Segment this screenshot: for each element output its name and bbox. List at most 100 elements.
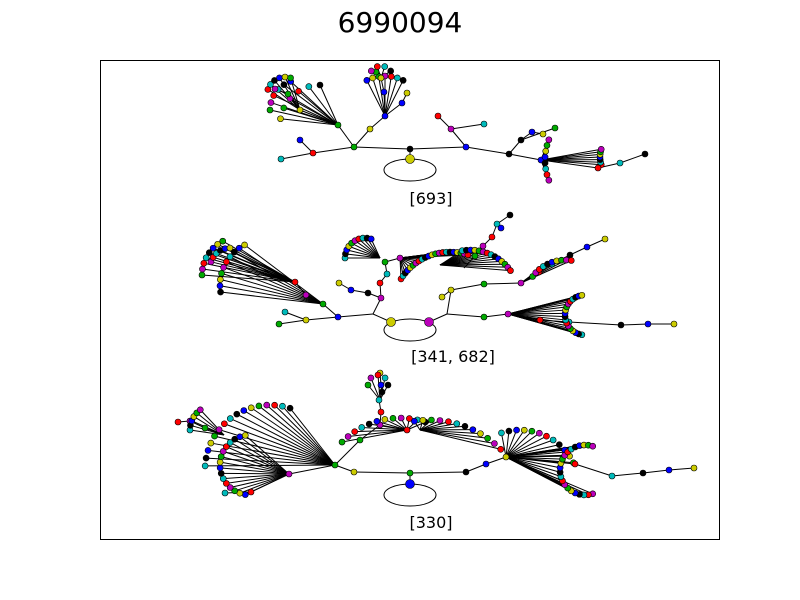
tree-edge xyxy=(450,128,467,148)
tree-edge xyxy=(308,86,339,126)
tree-edge xyxy=(354,429,408,433)
figure-title: 6990094 xyxy=(337,6,463,39)
tree-edge xyxy=(520,260,572,284)
tree-node xyxy=(670,320,678,328)
loops-layer xyxy=(383,158,437,507)
tree-edge xyxy=(244,434,290,475)
tree-node xyxy=(477,430,484,437)
tree-edge xyxy=(236,413,336,466)
tree-edge xyxy=(348,245,381,259)
tree-edge xyxy=(220,461,290,475)
tree-edge xyxy=(337,313,374,318)
tree-node xyxy=(287,74,294,82)
tree-edge xyxy=(419,429,495,444)
tree-edge xyxy=(224,423,336,466)
tree-node xyxy=(209,244,217,252)
tree-edge xyxy=(505,456,561,473)
tree-node xyxy=(305,83,313,90)
tree-node xyxy=(367,235,375,243)
tree-node xyxy=(217,470,225,477)
tree-node xyxy=(375,396,383,404)
tree-edge xyxy=(419,421,449,431)
tree-node xyxy=(217,288,224,296)
tree-edge xyxy=(348,429,408,438)
tree-edge xyxy=(278,319,307,325)
tree-node xyxy=(445,418,452,426)
tree-edge xyxy=(219,285,324,305)
tree-node xyxy=(296,136,304,144)
tree-node xyxy=(263,401,271,409)
tree-node xyxy=(271,401,278,409)
tree-node xyxy=(480,313,488,321)
nodes-layer xyxy=(174,63,698,499)
tree-node xyxy=(296,106,304,114)
tree-node xyxy=(309,149,317,157)
tree-node xyxy=(211,432,218,440)
tree-node xyxy=(403,89,411,97)
tree-node xyxy=(200,259,208,267)
tree-node xyxy=(271,85,279,93)
tree-node xyxy=(462,468,470,476)
tree-edge xyxy=(505,444,560,458)
tree-node xyxy=(374,371,382,379)
tree-node xyxy=(567,257,575,264)
tree-edge xyxy=(574,463,613,477)
tree-node xyxy=(505,427,513,435)
tree-node xyxy=(255,402,263,410)
tree-edge xyxy=(409,471,467,474)
tree-edge xyxy=(446,289,452,315)
tree-node xyxy=(376,279,384,287)
tree-node xyxy=(528,128,536,136)
tree-node xyxy=(247,404,255,412)
tree-node xyxy=(216,464,224,472)
tree-edge xyxy=(508,153,542,161)
tree-node xyxy=(406,145,414,153)
tree-node xyxy=(319,300,327,308)
tree-edge xyxy=(419,429,501,450)
tree-edge xyxy=(274,404,336,466)
tree-node xyxy=(226,253,234,260)
tree-node xyxy=(219,448,227,455)
tree-node xyxy=(617,321,625,329)
tree-edge xyxy=(210,442,336,466)
tree-node xyxy=(411,417,418,425)
tree-edge xyxy=(409,146,467,150)
plot-frame xyxy=(100,60,720,540)
tree-node xyxy=(231,248,238,256)
tree-node xyxy=(665,466,673,474)
tree-node xyxy=(221,489,229,497)
tree-node xyxy=(551,124,559,132)
tree-node xyxy=(389,415,397,422)
root-loop xyxy=(383,318,437,342)
tree-node xyxy=(545,176,553,184)
tree-node xyxy=(226,484,234,491)
tree-node xyxy=(571,460,579,468)
tree-edge xyxy=(345,253,381,259)
tree-node xyxy=(367,374,375,382)
tree-node xyxy=(363,77,371,84)
tree-node xyxy=(279,402,286,410)
tree-edge xyxy=(505,456,563,482)
tree-node xyxy=(226,415,234,422)
tree-node xyxy=(275,320,283,328)
tree-node xyxy=(541,159,549,167)
tree-edge xyxy=(505,429,525,458)
tree-edge xyxy=(299,109,339,126)
tree-node xyxy=(497,445,505,453)
tree-edge xyxy=(446,313,485,318)
tree-edge xyxy=(520,127,556,141)
tree-edge xyxy=(611,472,644,477)
tree-node xyxy=(205,249,213,256)
tree-edge xyxy=(223,450,290,475)
tree-edge xyxy=(288,464,336,475)
tree-node xyxy=(338,438,346,446)
tree-edge xyxy=(419,425,465,431)
tree-edge xyxy=(220,467,290,475)
tree-edge xyxy=(540,159,599,169)
tree-node xyxy=(690,464,698,472)
tree-node xyxy=(277,115,284,123)
tree-edge xyxy=(258,405,336,466)
tree-node xyxy=(366,125,374,133)
tree-node xyxy=(236,433,244,441)
tree-node xyxy=(542,147,550,155)
